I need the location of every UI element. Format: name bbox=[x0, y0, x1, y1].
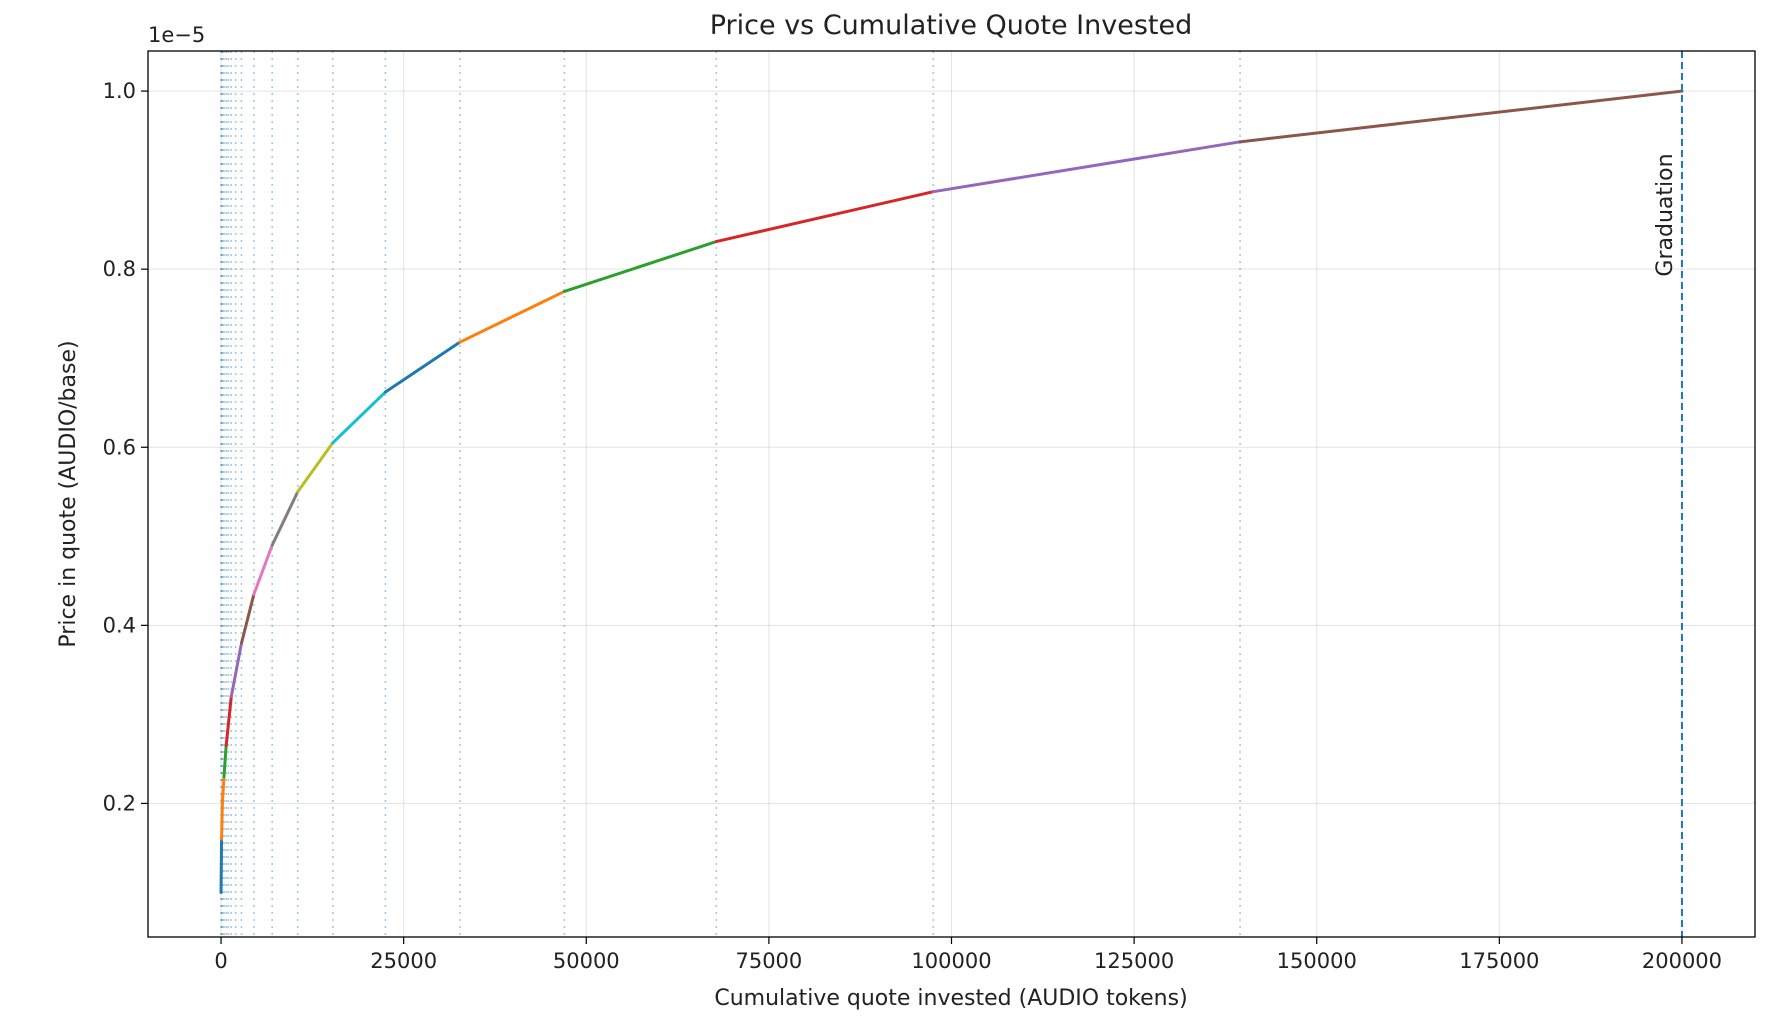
grid-layer bbox=[148, 51, 1755, 937]
curve-segment bbox=[220, 801, 224, 841]
curve-segment bbox=[229, 641, 243, 699]
curve-segment bbox=[458, 289, 566, 344]
curve-segment bbox=[562, 240, 718, 293]
curve-segment bbox=[331, 390, 387, 445]
curve-segment bbox=[714, 190, 935, 244]
y-tick-label: 0.6 bbox=[103, 435, 136, 459]
x-tick-label: 25000 bbox=[370, 949, 437, 973]
price-curve bbox=[219, 89, 1684, 894]
x-axis-label: Cumulative quote invested (AUDIO tokens) bbox=[714, 986, 1187, 1011]
curve-segment bbox=[252, 543, 274, 596]
x-tick-label: 200000 bbox=[1642, 949, 1722, 973]
x-tick-label: 175000 bbox=[1459, 949, 1539, 973]
x-tick-label: 125000 bbox=[1094, 949, 1174, 973]
x-axis-ticks: 0 25000 50000 75000 100000 125000 150000 175000… bbox=[214, 937, 1722, 973]
x-tick-label: 150000 bbox=[1277, 949, 1357, 973]
curve-segment bbox=[224, 695, 233, 748]
x-tick-label: 0 bbox=[214, 949, 227, 973]
segment-boundary-lines bbox=[220, 51, 1241, 937]
y-tick-label: 0.2 bbox=[103, 791, 136, 815]
curve-segment bbox=[220, 775, 226, 805]
y-tick-label: 0.8 bbox=[103, 257, 136, 281]
y-axis-label: Price in quote (AUDIO/base) bbox=[56, 340, 81, 647]
curve-segment bbox=[296, 441, 335, 494]
x-tick-label: 50000 bbox=[553, 949, 620, 973]
curve-segment bbox=[222, 744, 228, 779]
curve-segment bbox=[219, 837, 224, 894]
x-tick-label: 75000 bbox=[735, 949, 802, 973]
curve-segment bbox=[1238, 89, 1684, 144]
y-tick-label: 0.4 bbox=[103, 613, 136, 637]
y-axis-offset-label: 1e−5 bbox=[148, 23, 205, 47]
graduation-label: Graduation bbox=[1653, 153, 1678, 276]
curve-segment bbox=[383, 340, 462, 394]
curve-segment bbox=[931, 140, 1242, 194]
y-axis-ticks: 0.2 0.4 0.6 0.8 1.0 bbox=[103, 79, 148, 815]
y-tick-label: 1.0 bbox=[103, 79, 136, 103]
graduation-marker: Graduation bbox=[1653, 51, 1683, 937]
curve-segment bbox=[270, 490, 300, 547]
x-tick-label: 100000 bbox=[911, 949, 991, 973]
curve-segment bbox=[239, 592, 256, 645]
chart-title: Price vs Cumulative Quote Invested bbox=[710, 10, 1193, 41]
